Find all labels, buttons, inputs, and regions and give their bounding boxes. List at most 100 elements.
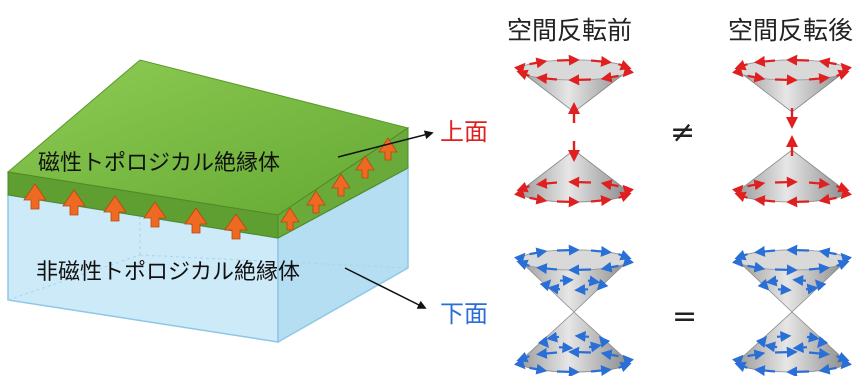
spin-arrow-icon: [596, 278, 609, 291]
magnetization-arrow-icon: [103, 195, 127, 222]
not-equal-sign: ≠: [670, 115, 696, 150]
spin-arrow-icon: [818, 57, 837, 69]
magnetization-arrow-icon: [378, 137, 398, 161]
spin-arrow-icon: [622, 354, 634, 367]
spin-arrow-icon: [574, 331, 590, 343]
spin-arrow-icon: [516, 351, 530, 363]
spin-arrow-icon: [535, 177, 558, 189]
spin-arrow-icon: [836, 351, 850, 363]
magnetization-arrow-icon: [62, 189, 86, 216]
pointer-top: [337, 130, 434, 158]
spin-arrow-icon: [516, 181, 530, 193]
spin-arrow-icon: [753, 55, 776, 67]
dirac-cone-icon: [732, 244, 852, 313]
top-surface-label: 上面: [440, 118, 488, 146]
spin-arrow-icon: [546, 331, 560, 343]
spin-arrow-icon: [514, 187, 526, 200]
pointer-bottom: [344, 267, 427, 309]
spin-arrow-icon: [732, 354, 744, 367]
spin-arrow-icon: [792, 274, 807, 286]
spin-arrow-icon: [747, 71, 766, 83]
spin-arrow-icon: [817, 336, 829, 349]
spin-arrow-icon: [514, 357, 526, 370]
magnetization-arrow-icon: [143, 201, 167, 228]
dirac-cone-icon: [514, 141, 634, 208]
dirac-cones: [514, 54, 852, 376]
spin-arrow-icon: [618, 361, 632, 373]
magnetic-ti-label: 磁性トポロジカル絶縁体: [38, 151, 281, 176]
spin-arrow-icon: [539, 279, 552, 292]
spin-arrow-icon: [808, 263, 831, 275]
spin-arrow-icon: [747, 179, 766, 191]
dirac-cone-icon: [514, 244, 634, 313]
spin-arrow-icon: [792, 341, 808, 353]
spin-arrow-icon: [587, 275, 601, 287]
spin-arrow-icon: [818, 247, 837, 259]
spin-arrow-icon: [776, 331, 792, 343]
spin-arrow-icon: [757, 278, 770, 291]
spin-arrow-icon: [590, 245, 613, 257]
spin-arrow-icon: [840, 252, 852, 265]
header-before-inversion: 空間反転前: [507, 16, 633, 45]
spin-arrow-icon: [747, 349, 766, 361]
header-after-inversion: 空間反転後: [728, 16, 854, 45]
spin-arrow-icon: [622, 255, 634, 268]
magnetization-arrow-icon: [23, 183, 47, 210]
spin-arrow-icon: [535, 347, 558, 359]
spin-arrow-icon: [590, 365, 613, 376]
spin-arrow-icon: [734, 59, 748, 71]
nonmagnetic-ti-label: 非磁性トポロジカル絶縁体: [36, 260, 301, 285]
magnetization-arrow-icon: [280, 207, 300, 231]
spin-arrow-icon: [836, 69, 850, 81]
magnetization-arrow-icon: [184, 207, 208, 234]
spin-arrow-icon: [600, 349, 619, 361]
spin-arrow-icon: [836, 181, 850, 193]
spin-arrow-icon: [559, 274, 574, 286]
magnetization-arrow-icon: [331, 173, 351, 197]
spin-arrow-icon: [514, 252, 526, 265]
bottom-surface-label: 下面: [440, 300, 488, 328]
spin-arrow-icon: [600, 179, 619, 191]
spin-arrow-icon: [747, 261, 766, 273]
spin-arrow-icon: [618, 249, 632, 261]
dirac-cone-icon: [514, 311, 634, 376]
spin-arrow-icon: [753, 245, 776, 257]
spin-arrow-icon: [588, 341, 602, 353]
spin-arrow-icon: [590, 55, 613, 67]
spin-arrow-icon: [753, 365, 776, 376]
spin-arrow-icon: [529, 57, 548, 69]
spin-arrow-icon: [808, 347, 831, 359]
spin-arrow-icon: [529, 363, 548, 375]
spin-arrow-icon: [558, 341, 574, 353]
spin-arrow-icon: [599, 335, 611, 348]
spin-arrow-icon: [840, 62, 852, 75]
spin-arrow-icon: [600, 71, 619, 83]
spin-arrow-icon: [622, 65, 634, 78]
spin-arrow-icon: [618, 59, 632, 71]
spin-arrow-icon: [753, 195, 776, 207]
spin-arrow-icon: [732, 184, 744, 197]
magnetization-arrows: [23, 137, 398, 240]
dirac-cone-icon: [732, 311, 852, 376]
spin-arrow-icon: [514, 62, 526, 75]
spin-arrow-icon: [805, 283, 819, 295]
equal-sign: =: [672, 299, 698, 334]
spin-arrow-icon: [818, 193, 837, 205]
topological-insulator-block: [6, 59, 434, 344]
spin-arrow-icon: [537, 336, 549, 349]
spin-arrow-icon: [574, 284, 589, 296]
spin-arrow-icon: [777, 284, 792, 296]
spin-arrow-icon: [806, 331, 820, 343]
spin-arrow-icon: [818, 363, 837, 375]
magnetization-arrow-icon: [355, 155, 375, 179]
spin-arrow-icon: [535, 263, 558, 275]
spin-arrow-icon: [840, 357, 852, 370]
magnetization-arrow-icon: [224, 213, 248, 240]
spin-arrow-icon: [529, 247, 548, 259]
spin-arrow-icon: [808, 177, 831, 189]
spin-arrow-icon: [732, 255, 744, 268]
spin-arrow-icon: [840, 187, 852, 200]
spin-arrow-icon: [547, 283, 561, 295]
spin-arrow-icon: [618, 191, 632, 203]
spin-arrow-icon: [535, 73, 558, 85]
